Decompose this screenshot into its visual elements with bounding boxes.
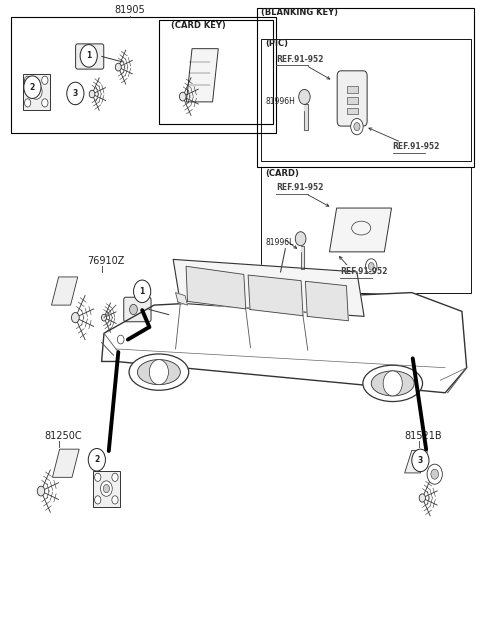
Polygon shape [173, 259, 364, 316]
Polygon shape [329, 208, 392, 252]
FancyBboxPatch shape [337, 71, 367, 126]
Circle shape [295, 231, 306, 246]
Polygon shape [305, 281, 348, 321]
Polygon shape [405, 450, 428, 473]
Circle shape [101, 314, 107, 321]
Circle shape [365, 259, 377, 274]
Polygon shape [186, 48, 218, 102]
Circle shape [130, 304, 137, 314]
Circle shape [431, 469, 439, 479]
Circle shape [368, 262, 374, 270]
Text: 76910Z: 76910Z [87, 255, 125, 265]
Bar [262, 167, 471, 292]
Ellipse shape [371, 371, 414, 396]
Circle shape [133, 280, 151, 303]
Circle shape [82, 51, 90, 62]
Bar [159, 20, 274, 123]
Circle shape [37, 486, 45, 496]
Text: (BLANKING KEY): (BLANKING KEY) [262, 8, 338, 16]
Circle shape [95, 473, 101, 481]
Text: 1: 1 [140, 287, 145, 296]
Polygon shape [300, 246, 304, 269]
Circle shape [412, 449, 429, 472]
FancyBboxPatch shape [124, 298, 151, 322]
Text: 81996L: 81996L [265, 238, 294, 247]
Circle shape [42, 76, 48, 84]
Circle shape [180, 92, 186, 101]
Bar [93, 470, 120, 506]
Circle shape [351, 118, 363, 135]
Circle shape [30, 84, 42, 99]
Text: 2: 2 [30, 82, 35, 92]
Text: REF.91-952: REF.91-952 [393, 142, 440, 152]
Text: 81250C: 81250C [44, 431, 82, 441]
Bar [257, 8, 474, 167]
Circle shape [115, 64, 121, 71]
Circle shape [103, 484, 109, 493]
Polygon shape [52, 449, 79, 477]
Text: 3: 3 [73, 89, 78, 98]
Bar [347, 86, 358, 93]
Ellipse shape [363, 365, 422, 401]
Circle shape [117, 335, 124, 344]
Circle shape [419, 494, 425, 502]
Circle shape [24, 99, 31, 107]
FancyBboxPatch shape [75, 44, 104, 69]
Bar [347, 97, 358, 104]
Text: 81521B: 81521B [405, 431, 442, 441]
Text: (PIC): (PIC) [265, 39, 288, 48]
Circle shape [427, 464, 443, 484]
Circle shape [69, 84, 82, 102]
Circle shape [33, 87, 39, 96]
Polygon shape [304, 104, 308, 130]
Text: REF.91-952: REF.91-952 [276, 55, 323, 64]
Circle shape [80, 45, 97, 67]
Text: (CARD): (CARD) [265, 169, 299, 177]
Ellipse shape [137, 360, 180, 385]
Text: 2: 2 [94, 455, 99, 464]
Circle shape [95, 496, 101, 504]
Circle shape [88, 448, 106, 471]
Circle shape [383, 371, 402, 396]
Text: 3: 3 [418, 456, 423, 465]
Circle shape [354, 123, 360, 131]
Polygon shape [176, 292, 188, 305]
Polygon shape [102, 292, 467, 392]
Bar [11, 17, 276, 133]
Circle shape [112, 473, 118, 481]
Bar [347, 108, 358, 114]
Circle shape [299, 89, 310, 104]
Circle shape [72, 89, 79, 97]
Text: 81905: 81905 [115, 5, 145, 15]
Circle shape [72, 313, 79, 323]
Text: 1: 1 [86, 52, 91, 60]
Text: REF.91-952: REF.91-952 [276, 183, 323, 192]
Bar [23, 74, 50, 109]
Bar [262, 39, 471, 161]
Circle shape [149, 360, 168, 385]
Circle shape [67, 82, 84, 104]
Ellipse shape [129, 354, 189, 390]
Circle shape [100, 481, 112, 496]
Polygon shape [248, 275, 303, 316]
Text: 81996H: 81996H [265, 97, 295, 106]
Text: (CARD KEY): (CARD KEY) [171, 21, 226, 30]
Circle shape [42, 99, 48, 107]
Circle shape [112, 496, 118, 504]
Text: REF.91-952: REF.91-952 [340, 267, 387, 276]
Circle shape [24, 76, 31, 84]
Polygon shape [186, 266, 246, 309]
Circle shape [24, 76, 41, 99]
Polygon shape [51, 277, 78, 305]
Circle shape [89, 91, 95, 98]
